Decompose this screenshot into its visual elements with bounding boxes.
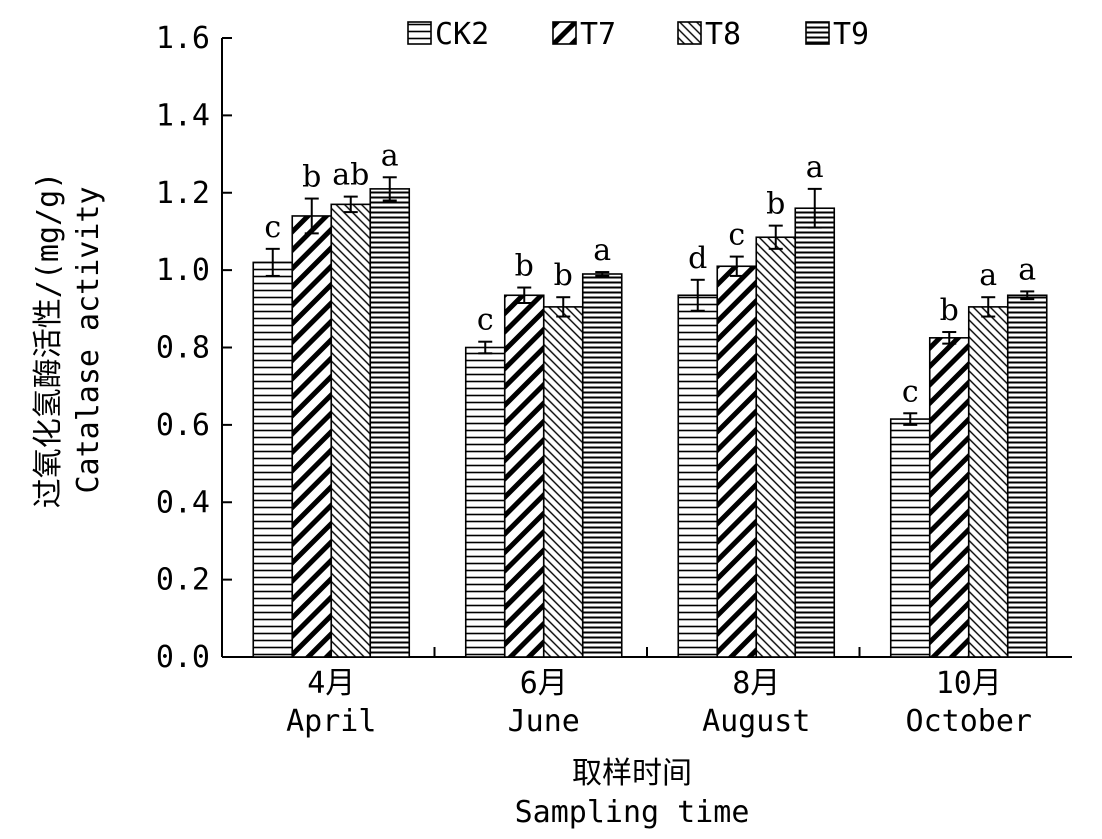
legend-label: CK2 xyxy=(435,17,489,52)
legend-swatch xyxy=(805,21,830,45)
significance-label: b xyxy=(515,249,534,284)
significance-label: b xyxy=(302,160,321,195)
y-tick-label: 1.4 xyxy=(156,98,210,133)
bar xyxy=(1006,294,1048,658)
bar xyxy=(464,346,506,658)
x-tick-label-cn: 10月 xyxy=(936,666,1002,701)
legend-swatch xyxy=(677,21,702,45)
x-tick-label-cn: 8月 xyxy=(732,666,780,701)
bar xyxy=(967,306,1009,658)
significance-label: ab xyxy=(332,158,369,193)
y-tick-label: 0.4 xyxy=(156,485,210,520)
y-tick-label: 1.6 xyxy=(156,21,210,56)
y-tick-label: 0.2 xyxy=(156,563,210,598)
bar xyxy=(581,273,623,658)
y-axis-title-en: Catalase activity xyxy=(71,186,106,493)
significance-label: b xyxy=(554,258,573,293)
bar xyxy=(252,261,294,658)
legend: CK2 T7 T8 T9 xyxy=(407,17,869,52)
significance-label: d xyxy=(688,241,707,276)
significance-label: a xyxy=(1018,252,1036,287)
y-tick-label: 1.2 xyxy=(156,176,210,211)
x-axis-title-cn: 取样时间 xyxy=(572,756,692,791)
y-tick-label: 0.8 xyxy=(156,331,210,366)
bar xyxy=(716,265,758,658)
bar xyxy=(755,236,797,658)
significance-label: a xyxy=(806,150,824,185)
x-tick-label-en: April xyxy=(286,704,376,739)
bar xyxy=(503,294,545,658)
bar xyxy=(330,203,372,658)
legend-label: T8 xyxy=(705,17,741,52)
x-tick-label-en: August xyxy=(702,704,810,739)
x-tick-label-en: October xyxy=(906,704,1032,739)
legend-label: T7 xyxy=(580,17,616,52)
bar xyxy=(677,294,719,658)
significance-label: c xyxy=(728,218,745,253)
legend-label: T9 xyxy=(833,17,869,52)
significance-label: a xyxy=(593,233,611,268)
bar xyxy=(889,418,931,658)
bar xyxy=(291,215,333,658)
y-axis: 0.0 0.2 0.4 0.6 0.8 1.0 1.2 1.4 1.6 xyxy=(156,21,232,675)
significance-label: b xyxy=(940,293,959,328)
bar xyxy=(369,188,411,658)
significance-label: b xyxy=(766,187,785,222)
y-axis-title-cn: 过氧化氢酶活性/(mg/g) xyxy=(31,172,66,508)
bar xyxy=(794,207,836,658)
significance-label: c xyxy=(477,303,494,338)
y-tick-label: 0.6 xyxy=(156,408,210,443)
bar xyxy=(542,306,584,658)
significance-label: a xyxy=(979,258,997,293)
bar xyxy=(928,337,970,658)
x-tick-label-en: June xyxy=(508,704,580,739)
y-tick-label: 1.0 xyxy=(156,253,210,288)
legend-swatch xyxy=(407,21,432,45)
x-tick-label-cn: 6月 xyxy=(520,666,568,701)
y-tick-label: 0.0 xyxy=(156,640,210,675)
significance-label: a xyxy=(381,138,399,173)
x-axis-title-en: Sampling time xyxy=(515,795,750,830)
significance-label: c xyxy=(902,374,919,409)
x-tick-label-cn: 4月 xyxy=(307,666,355,701)
significance-label: c xyxy=(264,210,281,245)
legend-swatch xyxy=(552,21,577,45)
